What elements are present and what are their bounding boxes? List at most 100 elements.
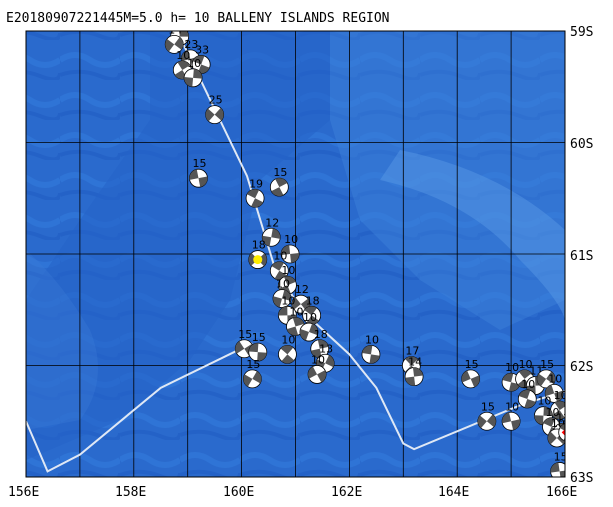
lon-label-162e: 162E <box>331 485 362 500</box>
event-depth-label: 10 <box>519 358 533 371</box>
event-depth-label: 10 <box>311 353 325 366</box>
beachball-compression-quadrant <box>273 289 292 308</box>
beachball-compression-quadrant <box>205 107 224 122</box>
lat-label-62s: 62S <box>570 360 593 375</box>
beachball-compression-quadrant <box>502 373 520 392</box>
beachball-compression-quadrant <box>534 406 553 425</box>
beachball-compression-quadrant <box>174 61 190 80</box>
event-depth-label: 14 <box>168 23 182 36</box>
event-depth-label: 25 <box>209 94 223 107</box>
focal-mechanism-marker: 33 <box>191 43 211 74</box>
event-depth-label: 10 <box>176 49 190 62</box>
event-depth-label: 18 <box>314 328 328 341</box>
beachball-compression-quadrant <box>545 384 564 402</box>
event-depth-label: 12 <box>556 411 570 424</box>
lat-label-63s: 63S <box>570 471 593 486</box>
focal-mechanism-marker: 10 <box>517 378 537 409</box>
beachball-compression-quadrant <box>300 323 318 341</box>
event-depth-label: 18 <box>252 239 266 252</box>
event-depth-label: 10 <box>281 264 295 277</box>
event-depth-label: 10 <box>505 400 519 413</box>
focal-mechanism-marker: 10 <box>501 400 521 431</box>
event-depth-label: 10 <box>546 406 560 419</box>
focal-mechanism-marker: 15 <box>461 358 481 389</box>
mainshock-marker <box>558 423 565 442</box>
event-depth-label: 12 <box>265 216 279 229</box>
beachball-compression-quadrant <box>281 245 300 263</box>
event-depth-label: 10 <box>281 294 295 307</box>
focal-mechanism-marker: 10 <box>272 278 292 309</box>
focal-mechanism-marker: 14 <box>164 23 184 54</box>
focal-mechanism-marker: 10 <box>280 233 300 264</box>
event-depth-label: 14 <box>408 356 422 369</box>
focal-mechanism-marker: 10 <box>361 333 381 364</box>
lat-label-60s: 60S <box>570 137 593 152</box>
beachball-compression-quadrant <box>243 371 262 387</box>
focal-mechanism-marker: 15 <box>536 358 556 389</box>
beachball-compression-quadrant <box>248 343 267 362</box>
beachball-compression-quadrant <box>184 68 203 87</box>
plate-boundary <box>176 31 565 451</box>
event-markers: 1514233310102515191512181010101012101810… <box>164 23 570 477</box>
event-depth-label: 10 <box>554 389 568 402</box>
event-depth-label: 17 <box>405 345 419 358</box>
focal-mechanism-marker: 25 <box>205 94 225 125</box>
beachball-compression-quadrant <box>271 261 288 280</box>
event-depth-label: 10 <box>365 333 379 346</box>
focal-mechanism-marker: 10 <box>544 372 564 403</box>
beachball-compression-quadrant <box>192 55 210 74</box>
beachball-compression-quadrant <box>552 401 565 420</box>
focal-mechanism-marker: 10 <box>183 57 203 88</box>
bathymetry-deep <box>26 31 330 460</box>
lon-label-166e: 166E <box>546 485 577 500</box>
focal-mechanism-marker: 15 <box>242 358 262 389</box>
event-depth-label: 15 <box>238 328 252 341</box>
beachball-compression-quadrant <box>280 345 295 364</box>
beachball-compression-quadrant <box>550 462 565 477</box>
event-depth-label: 33 <box>195 43 209 56</box>
event-depth-label: 10 <box>284 233 298 246</box>
event-depth-label: 10 <box>273 250 287 263</box>
beachball-compression-quadrant <box>518 389 536 408</box>
lon-label-158e: 158E <box>115 485 146 500</box>
focal-mechanism-marker: 15 <box>189 157 208 188</box>
beachball-compression-quadrant <box>461 370 480 388</box>
focal-mechanism-marker: 18 <box>248 239 268 269</box>
focal-mechanism-marker: 15 <box>269 166 289 197</box>
beachball-compression-quadrant <box>308 366 327 383</box>
focal-mechanism-marker: 15 <box>550 450 568 477</box>
bathymetry-shallow <box>330 31 565 330</box>
event-depth-label: 15 <box>252 331 266 344</box>
event-depth-label: 10 <box>303 311 317 324</box>
event-depth-label: 15 <box>465 358 479 371</box>
focal-mechanism-marker: 10 <box>299 311 319 342</box>
focal-mechanism-marker: 14 <box>404 356 424 387</box>
beachball-compression-quadrant <box>246 189 264 208</box>
event-depth-label: 13 <box>319 342 333 355</box>
beachball-compression-quadrant <box>271 178 288 197</box>
focal-mechanism-marker: 19 <box>245 177 265 208</box>
graticule <box>26 31 565 477</box>
bathymetry-rise <box>380 150 565 320</box>
focal-mechanism-marker: 10 <box>307 353 327 384</box>
event-depth-label: 15 <box>192 157 206 170</box>
plate-boundary-west <box>26 342 253 473</box>
beachball-compression-quadrant <box>310 339 329 358</box>
event-depth-label: 10 <box>548 372 562 385</box>
event-depth-label: 15 <box>481 400 495 413</box>
beachball-compression-quadrant <box>189 169 208 188</box>
event-depth-label: 10 <box>521 378 535 391</box>
lat-label-61s: 61S <box>570 249 593 264</box>
event-depth-label: 23 <box>184 38 198 51</box>
beachball-compression-quadrant <box>286 317 305 336</box>
focal-mechanism-marker: 18 <box>302 294 322 325</box>
event-depth-label: 15 <box>246 358 260 371</box>
focal-mechanism-marker: 10 <box>550 389 568 420</box>
event-depth-label: 12 <box>295 283 309 296</box>
event-depth-label: 15 <box>540 358 554 371</box>
event-depth-label: 15 <box>554 450 568 463</box>
map-title: E20180907221445M=5.0 h= 10 BALLENY ISLAN… <box>6 11 390 26</box>
beachball-compression-quadrant <box>502 412 521 431</box>
lon-label-160e: 160E <box>223 485 254 500</box>
